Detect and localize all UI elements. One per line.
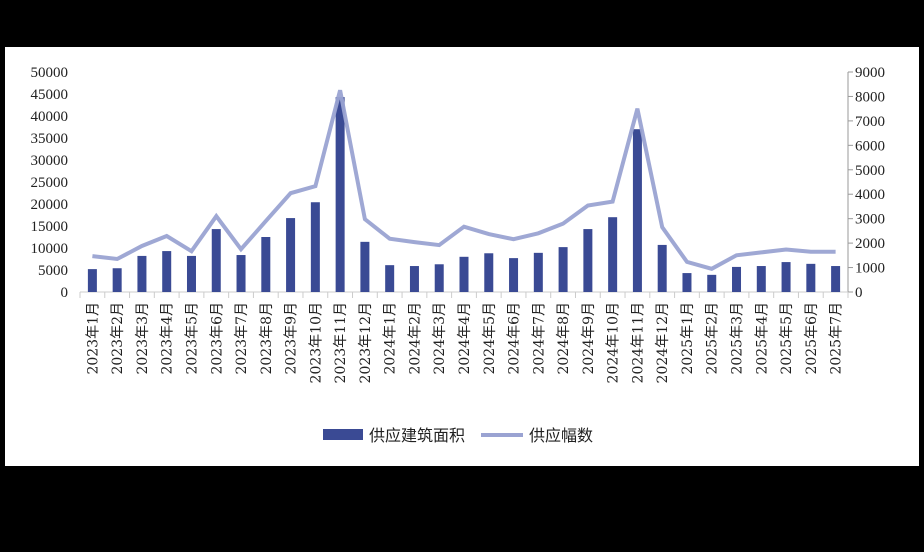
line-series-supply-count [92, 89, 836, 271]
right-tick-label: 1000 [855, 261, 885, 277]
bar [434, 264, 444, 292]
bar [756, 266, 766, 292]
x-tick-label: 2025年5月 [779, 302, 795, 375]
x-tick-label: 2024年2月 [407, 302, 423, 375]
x-tick-label: 2024年11月 [630, 302, 646, 383]
bar [608, 217, 618, 292]
bar [509, 258, 519, 292]
left-tick-label: 25000 [31, 175, 69, 191]
bar [707, 274, 717, 292]
x-tick-label: 2023年10月 [308, 302, 324, 383]
right-tick-label: 4000 [855, 187, 885, 203]
left-tick-label: 30000 [31, 153, 69, 169]
bar [385, 265, 395, 292]
right-tick-label: 2000 [855, 236, 885, 252]
x-tick-label: 2025年4月 [754, 302, 770, 375]
bar [459, 256, 469, 292]
bar [558, 247, 568, 292]
bar [657, 244, 667, 292]
bar [360, 241, 370, 292]
bar [682, 273, 692, 292]
x-axis: 2023年1月 2023年2月 2023年3月 2023年4月 2023年5月 2023年… [79, 291, 849, 383]
x-tick-label: 2024年4月 [457, 302, 473, 375]
x-tick-label: 2024年8月 [556, 302, 572, 375]
x-tick-label: 2023年2月 [110, 302, 126, 375]
x-tick-label: 2025年3月 [730, 302, 746, 375]
bar [732, 266, 742, 292]
bar [335, 97, 345, 292]
chart-panel: 0 5000 10000 15000 20000 25000 30000 35000 40000… [5, 47, 919, 466]
x-tick-label: 2024年1月 [383, 302, 399, 375]
left-tick-label: 20000 [31, 197, 69, 213]
x-tick-label: 2025年6月 [804, 302, 820, 375]
x-tick-label: 2023年4月 [160, 302, 176, 375]
bar [186, 255, 196, 292]
x-tick-label: 2024年9月 [581, 302, 597, 375]
right-tick-label: 7000 [855, 114, 885, 130]
left-tick-label: 5000 [38, 263, 68, 279]
bar [286, 218, 296, 292]
bar [87, 269, 97, 292]
x-tick-label: 2025年1月 [680, 302, 696, 375]
right-tick-label: 5000 [855, 163, 885, 179]
x-tick-label: 2024年12月 [655, 302, 671, 383]
left-tick-label: 45000 [31, 87, 69, 103]
line-path [92, 89, 836, 271]
x-tick-label: 2024年10月 [606, 302, 622, 383]
right-tick-label: 9000 [855, 65, 885, 81]
right-tick-label: 6000 [855, 138, 885, 154]
left-tick-label: 10000 [31, 241, 69, 257]
bar [831, 266, 841, 292]
legend-line-label: 供应幅数 [529, 426, 593, 445]
x-tick-label: 2023年1月 [85, 302, 101, 375]
x-tick-label: 2023年6月 [209, 302, 225, 375]
left-tick-label: 50000 [31, 65, 69, 81]
x-tick-label: 2024年7月 [531, 302, 547, 375]
right-y-axis: 0 1000 2000 3000 4000 5000 6000 7000 8000 9000 [847, 65, 885, 301]
bar [261, 237, 271, 292]
x-tick-label: 2023年8月 [259, 302, 275, 375]
right-tick-label: 0 [855, 285, 863, 301]
bar [162, 251, 172, 292]
left-tick-label: 15000 [31, 219, 69, 235]
right-tick-label: 3000 [855, 212, 885, 228]
bar [112, 268, 122, 292]
left-tick-label: 35000 [31, 131, 69, 147]
x-tick-label: 2024年6月 [507, 302, 523, 375]
bar [137, 255, 147, 292]
x-tick-label: 2023年11月 [333, 302, 349, 383]
bar [310, 202, 320, 292]
bar-series-supply-area [87, 97, 841, 292]
legend-bar-label: 供应建筑面积 [369, 426, 465, 445]
x-tick-label: 2023年3月 [135, 302, 151, 375]
bar [583, 229, 593, 292]
bar [632, 129, 642, 292]
legend-bar-swatch [323, 429, 363, 440]
bar [211, 229, 221, 292]
x-tick-label: 2023年7月 [234, 302, 250, 375]
bar [781, 262, 791, 292]
x-tick-label: 2024年5月 [482, 302, 498, 375]
x-tick-label: 2025年7月 [829, 302, 845, 375]
x-tick-label: 2023年12月 [358, 302, 374, 383]
left-tick-label: 40000 [31, 109, 69, 125]
x-tick-label: 2023年5月 [184, 302, 200, 375]
bar [484, 253, 494, 292]
legend: 供应建筑面积 供应幅数 [323, 426, 593, 445]
x-tick-label: 2023年9月 [284, 302, 300, 375]
bar [533, 252, 543, 292]
left-tick-label: 0 [61, 285, 69, 301]
left-y-axis: 0 5000 10000 15000 20000 25000 30000 35000 40000… [31, 65, 69, 301]
x-tick-label: 2025年2月 [705, 302, 721, 375]
bar [806, 263, 816, 292]
combo-chart: 0500010000150002000025000300003500040000… [31, 65, 886, 445]
right-tick-label: 8000 [855, 89, 885, 105]
bar [236, 255, 246, 292]
bar [409, 266, 419, 292]
x-tick-label: 2024年3月 [432, 302, 448, 375]
